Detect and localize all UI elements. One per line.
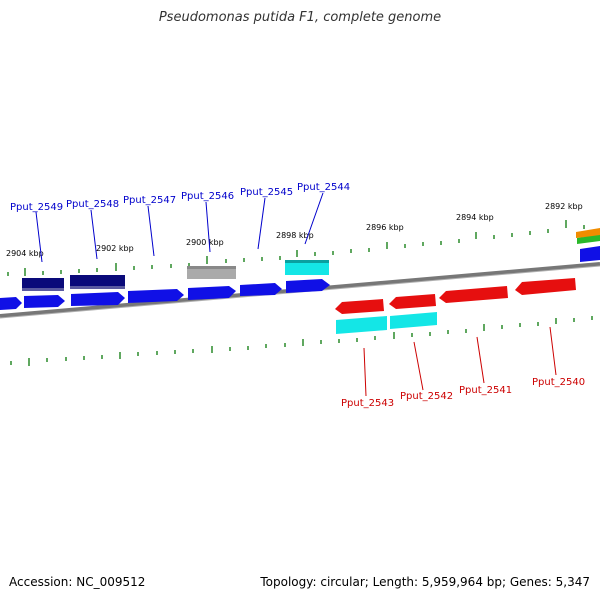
gene-arrow [439, 286, 508, 303]
gene-feature [390, 312, 437, 329]
scale-label: 2892 kbp [545, 202, 583, 211]
gene-label-pput-2541[interactable]: Pput_2541 [459, 385, 512, 396]
scale-label: 2900 kbp [186, 238, 224, 247]
gene-feature [576, 228, 600, 238]
map-title: Pseudomonas putida F1, complete genome [158, 10, 442, 25]
gene-arrow [128, 289, 184, 303]
gene-label-pput-2549[interactable]: Pput_2549 [10, 202, 63, 213]
gene-label-pput-2544[interactable]: Pput_2544 [297, 182, 350, 193]
gene-feature [22, 278, 64, 290]
gene-arrow [188, 286, 236, 300]
reverse-label-leaders [363, 326, 557, 397]
scale-label: 2898 kbp [276, 231, 314, 240]
gene-arrow [71, 292, 125, 306]
gene-label-pput-2542[interactable]: Pput_2542 [400, 391, 453, 402]
accession-text: Accession: NC_009512 [9, 575, 146, 589]
gene-arrow [389, 294, 436, 309]
gene-arrow [335, 299, 384, 314]
gene-feature [336, 316, 387, 334]
reverse-genes [335, 278, 576, 314]
gene-feature [187, 267, 236, 279]
inner-tick-row [10, 316, 593, 366]
gene-feature [580, 246, 600, 262]
gene-arrow [286, 279, 330, 293]
gene-label-pput-2548[interactable]: Pput_2548 [66, 199, 119, 210]
forward-label-leaders [35, 192, 324, 263]
gene-label-pput-2543[interactable]: Pput_2543 [341, 398, 394, 409]
gene-feature [577, 235, 600, 244]
gene-arrow [0, 297, 22, 310]
gene-feature [285, 261, 329, 275]
scale-label: 2902 kbp [96, 244, 134, 253]
gene-feature [70, 275, 125, 288]
scale-label: 2896 kbp [366, 223, 404, 232]
scale-label: 2904 kbp [6, 249, 44, 258]
feature-row-outer [22, 228, 600, 291]
feature-row-inner [336, 312, 437, 334]
gene-arrow [24, 295, 65, 308]
gene-label-pput-2547[interactable]: Pput_2547 [123, 195, 176, 206]
gene-label-pput-2545[interactable]: Pput_2545 [240, 187, 293, 198]
gene-label-pput-2540[interactable]: Pput_2540 [532, 377, 585, 388]
gene-arrow [515, 278, 576, 295]
scale-label: 2894 kbp [456, 213, 494, 222]
gene-arrow [240, 283, 282, 296]
forward-genes [0, 279, 330, 310]
genome-summary-text: Topology: circular; Length: 5,959,964 bp… [260, 575, 590, 589]
gene-label-pput-2546[interactable]: Pput_2546 [181, 191, 234, 202]
